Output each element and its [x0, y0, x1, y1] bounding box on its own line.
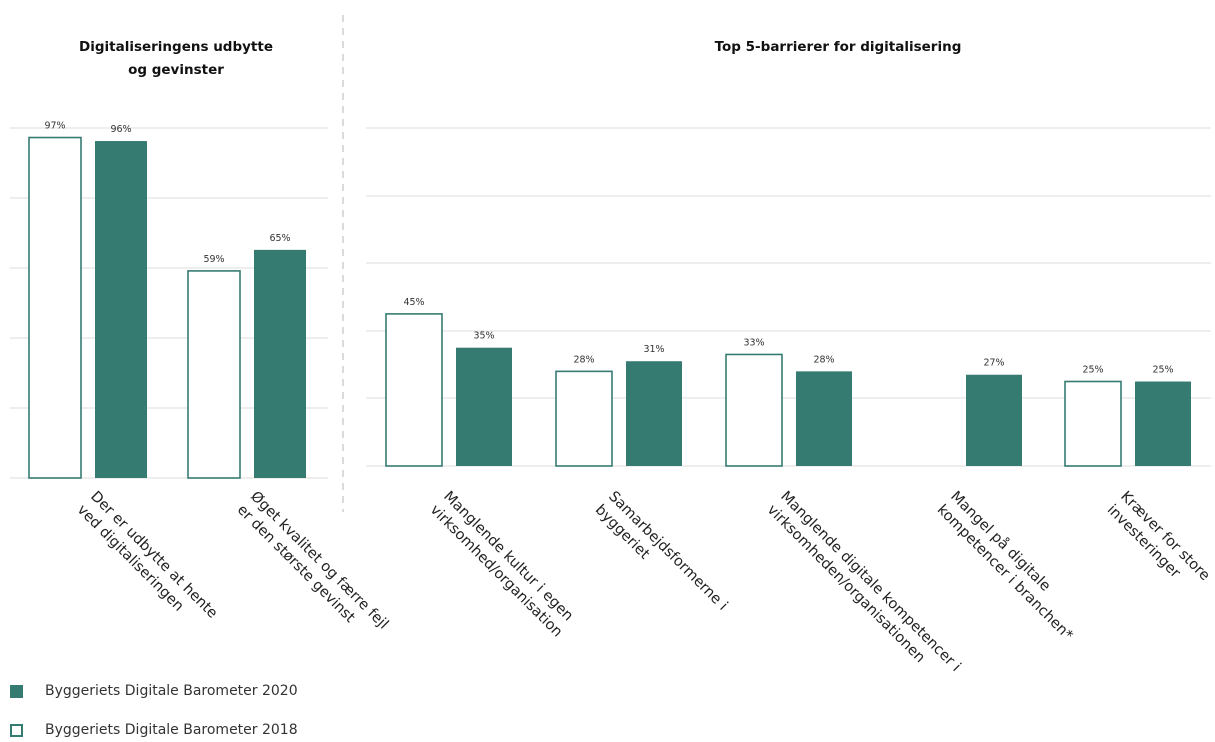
- bar-2020: [456, 347, 512, 466]
- bar-2018: [28, 136, 82, 479]
- legend-label-2018: Byggeriets Digitale Barometer 2018: [45, 722, 298, 738]
- legend-item-2018: Byggeriets Digitale Barometer 2018: [10, 722, 298, 738]
- category-label-line: Øget kvalitet og færre fejl: [247, 489, 391, 633]
- bar-2018: [187, 270, 241, 479]
- bar-value-label: 27%: [983, 358, 1004, 369]
- category-label-line: virksomheden/organisationen: [764, 502, 928, 666]
- chart-gains-title-line2: og gevinster: [128, 62, 224, 78]
- bar-2020: [626, 361, 682, 466]
- bar-value-label: 31%: [643, 344, 664, 355]
- bar-2018: [1064, 380, 1122, 467]
- category-label-line: virksomhed/organisation: [427, 502, 565, 640]
- legend-item-2020: Byggeriets Digitale Barometer 2020: [10, 683, 298, 699]
- category-label-line: kompetencer i branchen*: [934, 502, 1076, 644]
- category-label: Manglende kultur i egenvirksomhed/organi…: [427, 489, 576, 641]
- category-label-line: Manglende digitale kompetencer i: [777, 489, 963, 675]
- bar-value-label: 33%: [743, 337, 764, 348]
- bar-2020: [95, 141, 147, 479]
- legend-swatch-2018: [10, 723, 23, 737]
- category-label-line: Manglende kultur i egen: [440, 489, 576, 625]
- chart-barriers-title: Top 5-barrierer for digitalisering: [715, 39, 962, 55]
- bar-2020: [966, 374, 1022, 466]
- bar-value-label: 97%: [44, 121, 65, 132]
- bar-2020: [254, 249, 306, 478]
- bar-value-label: 25%: [1152, 365, 1173, 376]
- legend-label-2020: Byggeriets Digitale Barometer 2020: [45, 683, 298, 699]
- bar-value-label: 65%: [269, 233, 290, 244]
- category-label-line: Der er udbytte at hente: [87, 489, 220, 622]
- bar-2018: [555, 370, 613, 467]
- bar-2018: [385, 313, 443, 467]
- bar-value-label: 25%: [1082, 365, 1103, 376]
- bar-value-label: 28%: [573, 354, 594, 365]
- bar-2020: [796, 371, 852, 466]
- bar-value-label: 28%: [813, 354, 834, 365]
- legend-swatch-2020: [10, 684, 23, 698]
- category-label-line: Samarbejdsformerne i: [605, 489, 730, 614]
- bar-value-label: 45%: [403, 297, 424, 308]
- bar-value-label: 96%: [110, 124, 131, 135]
- bar-value-label: 35%: [473, 331, 494, 342]
- chart-gains: Digitaliseringens udbytte og gevinster 9…: [28, 39, 391, 633]
- bar-2018: [725, 353, 783, 467]
- category-label-line: er den største gevinst: [234, 502, 358, 626]
- category-label: Manglende digitale kompetencer ivirksomh…: [764, 489, 964, 675]
- bar-value-label: 59%: [203, 254, 224, 265]
- bar-2020: [1135, 381, 1191, 466]
- chart-barriers: Top 5-barrierer for digitalisering 45% 35…: [385, 39, 1213, 675]
- chart-gains-title-line1: Digitaliseringens udbytte: [79, 39, 273, 55]
